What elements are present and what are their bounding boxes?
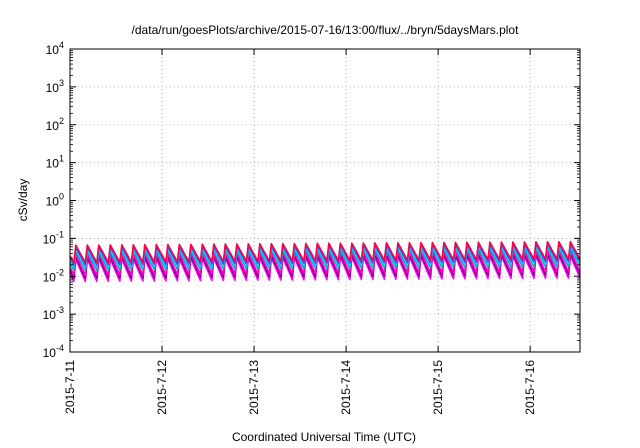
y-tick-label: 10-4 <box>43 343 64 360</box>
y-tick-label: 100 <box>46 192 64 209</box>
y-tick-label: 103 <box>46 78 64 95</box>
y-tick-label: 10-1 <box>43 229 64 246</box>
chart-title: /data/run/goesPlots/archive/2015-07-16/1… <box>132 23 520 37</box>
x-tick-label: 2015-7-16 <box>523 360 537 415</box>
y-axis-label: cSv/day <box>16 179 30 222</box>
x-tick-label: 2015-7-11 <box>63 360 77 414</box>
x-tick-label: 2015-7-12 <box>155 360 169 415</box>
x-tick-label: 2015-7-14 <box>339 360 353 415</box>
series-group <box>69 240 581 283</box>
y-tick-label: 10-3 <box>43 305 64 322</box>
x-tick-label: 2015-7-13 <box>247 360 261 415</box>
x-tick-label: 2015-7-15 <box>431 360 445 415</box>
y-tick-label: 104 <box>46 40 64 57</box>
series-line <box>69 240 581 264</box>
y-axis: 10-4 10-3 10-2 10-1 100 101 102 103 104 <box>43 40 580 360</box>
y-tick-label: 10-2 <box>43 267 64 284</box>
x-axis: 2015-7-11 2015-7-12 2015-7-13 2015-7-14 2015… <box>63 49 537 415</box>
y-tick-label: 102 <box>46 116 64 133</box>
grid-lines <box>70 49 580 352</box>
y-tick-label: 101 <box>46 154 64 171</box>
x-axis-label: Coordinated Universal Time (UTC) <box>232 430 416 444</box>
